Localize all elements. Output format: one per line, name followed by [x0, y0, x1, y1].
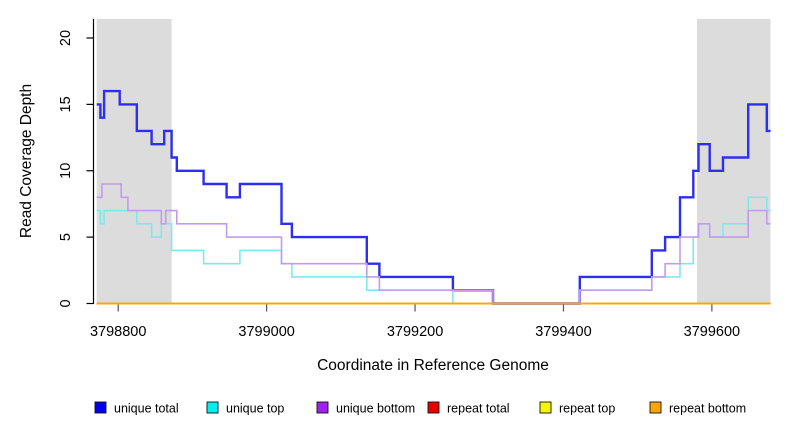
y-axis: 0 5 10 15 20	[58, 19, 95, 308]
series-unique-top	[96, 196, 771, 305]
shaded-region	[697, 19, 771, 304]
legend-label: repeat bottom	[669, 402, 746, 416]
x-axis: 3798800 3799000 3799200 3799400 3799600	[90, 304, 740, 340]
x-tick-label: 3799200	[387, 324, 443, 340]
y-axis-title: Read Coverage Depth	[18, 84, 35, 238]
y-tick-label: 15	[58, 96, 74, 112]
legend-item-unique-total: unique total	[94, 401, 179, 416]
coverage-series	[96, 89, 771, 305]
legend-item-repeat-top: repeat top	[539, 401, 615, 416]
legend-swatch	[427, 401, 440, 414]
y-tick-label: 0	[58, 299, 74, 307]
shaded-region	[96, 19, 172, 304]
legend-swatch	[539, 401, 552, 414]
shaded-regions	[96, 19, 771, 304]
legend-swatch	[649, 401, 662, 414]
series-unique-bottom	[96, 183, 771, 305]
legend-label: unique top	[226, 402, 284, 416]
legend-item-repeat-total: repeat total	[427, 401, 510, 416]
legend-label: unique bottom	[336, 402, 415, 416]
y-tick-label: 10	[58, 163, 74, 179]
legend: unique total unique top unique bottom repea…	[94, 401, 746, 416]
legend-swatch	[316, 401, 329, 414]
legend-label: unique total	[114, 402, 179, 416]
series-unique-total	[96, 89, 771, 305]
legend-label: repeat top	[559, 402, 615, 416]
y-tick-label: 5	[58, 233, 74, 241]
x-tick-label: 3799000	[238, 324, 294, 340]
x-tick-label: 3798800	[90, 324, 146, 340]
legend-label: repeat total	[447, 402, 510, 416]
legend-item-unique-top: unique top	[206, 401, 284, 416]
legend-swatch	[206, 401, 219, 414]
x-axis-title: Coordinate in Reference Genome	[317, 357, 549, 374]
y-tick-label: 20	[58, 30, 74, 46]
legend-swatch	[94, 401, 107, 414]
legend-item-repeat-bottom: repeat bottom	[649, 401, 746, 416]
legend-item-unique-bottom: unique bottom	[316, 401, 415, 416]
x-tick-label: 3799400	[535, 324, 591, 340]
x-tick-label: 3799600	[684, 324, 740, 340]
